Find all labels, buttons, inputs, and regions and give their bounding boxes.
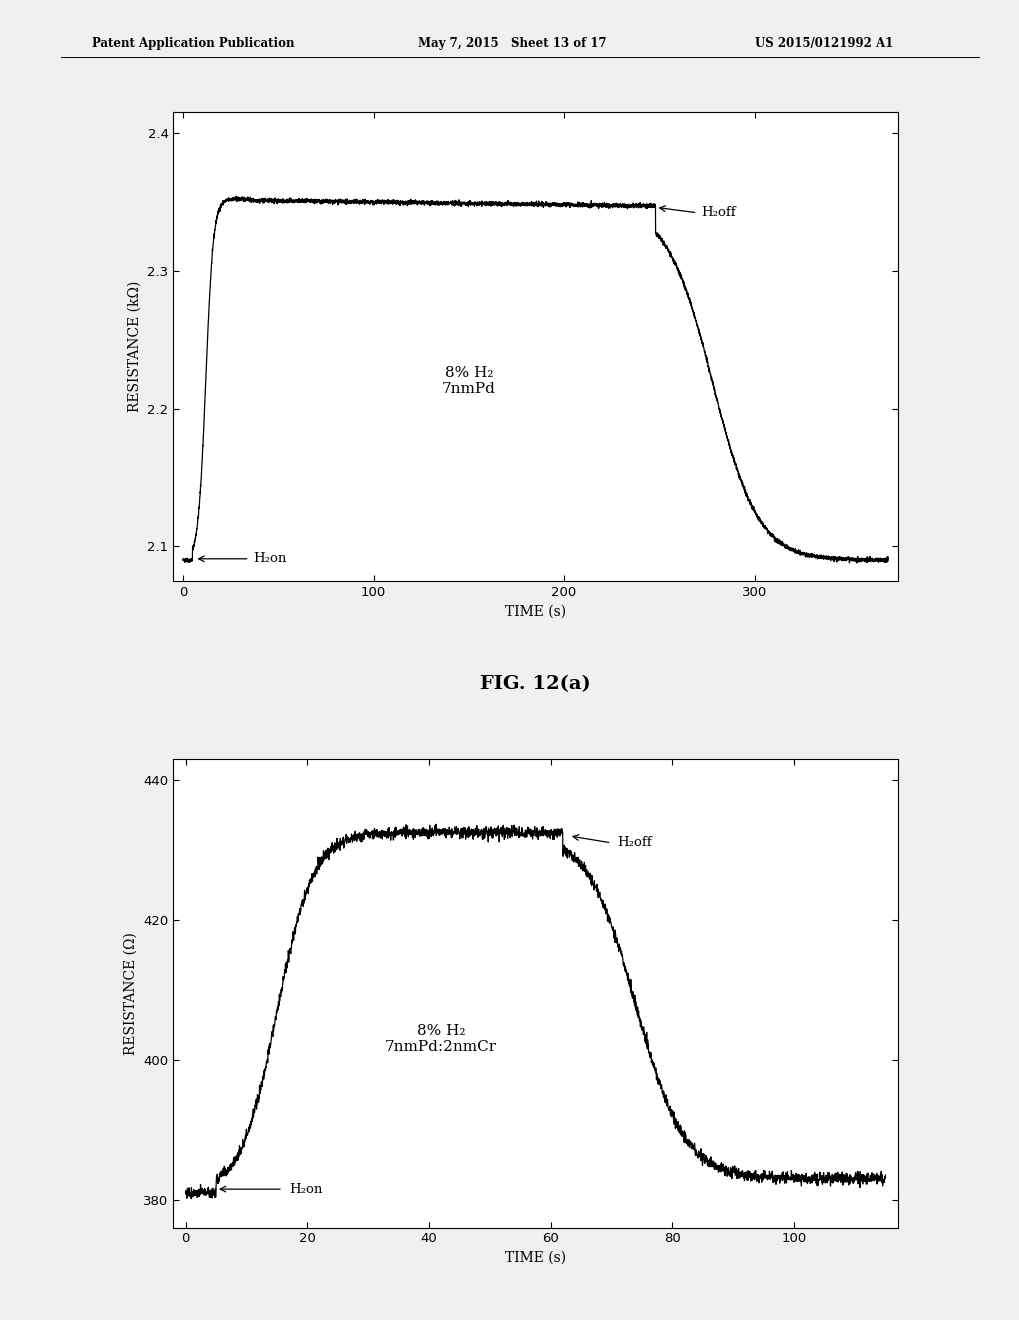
Y-axis label: RESISTANCE (Ω): RESISTANCE (Ω)	[123, 932, 138, 1055]
Text: 8% H₂
7nmPd:2nmCr: 8% H₂ 7nmPd:2nmCr	[385, 1023, 496, 1053]
Text: H₂on: H₂on	[288, 1183, 322, 1196]
Y-axis label: RESISTANCE (kΩ): RESISTANCE (kΩ)	[127, 281, 142, 412]
Text: FIG. 12(a): FIG. 12(a)	[480, 675, 590, 693]
Text: Patent Application Publication: Patent Application Publication	[92, 37, 294, 50]
X-axis label: TIME (s): TIME (s)	[504, 605, 566, 618]
Text: H₂off: H₂off	[701, 206, 735, 219]
Text: 8% H₂
7nmPd: 8% H₂ 7nmPd	[441, 366, 495, 396]
Text: US 2015/0121992 A1: US 2015/0121992 A1	[754, 37, 893, 50]
Text: May 7, 2015   Sheet 13 of 17: May 7, 2015 Sheet 13 of 17	[418, 37, 606, 50]
Text: H₂on: H₂on	[253, 552, 286, 565]
Text: H₂off: H₂off	[618, 837, 651, 849]
X-axis label: TIME (s): TIME (s)	[504, 1251, 566, 1265]
